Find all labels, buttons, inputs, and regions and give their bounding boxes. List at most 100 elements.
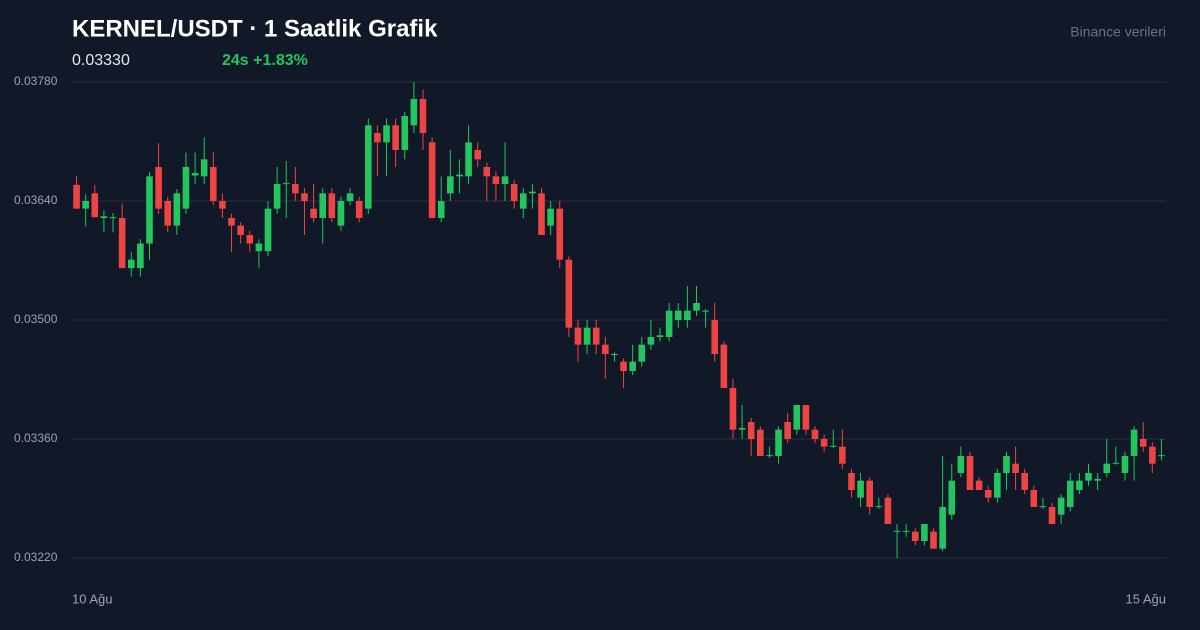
candle-body — [483, 167, 491, 177]
candle-body — [210, 167, 217, 201]
candle-body — [884, 497, 892, 524]
candle-body — [565, 259, 573, 328]
candle-body — [711, 320, 719, 354]
candle-body — [857, 480, 864, 498]
candle-body — [966, 456, 974, 490]
candle-body — [848, 473, 855, 490]
candle-body — [583, 327, 591, 345]
candle-body — [820, 439, 828, 447]
candle-body — [255, 243, 263, 252]
candle-body — [1121, 456, 1129, 473]
candle-body — [474, 150, 481, 160]
candle-body — [292, 184, 299, 194]
candle-body — [939, 507, 946, 549]
candle-body — [866, 480, 874, 507]
candle-body — [829, 445, 837, 447]
candle-body — [182, 167, 190, 209]
candle-body — [465, 142, 472, 177]
candle-body — [146, 176, 153, 244]
candle-body — [656, 335, 664, 337]
chart-title: KERNEL/USDT · 1 Saatlik Grafik — [72, 15, 438, 42]
candle-body — [428, 142, 436, 218]
candle-body — [839, 446, 846, 464]
candle-body — [1076, 480, 1083, 490]
candle-body — [665, 310, 673, 337]
candle-body — [346, 193, 354, 201]
candle-body — [173, 193, 181, 226]
candle-body — [538, 193, 545, 235]
candle-body — [547, 208, 554, 226]
candle-body — [702, 310, 709, 312]
candle-body — [757, 429, 764, 456]
candle-body — [164, 201, 172, 226]
candle-body — [1130, 429, 1138, 456]
candle-body — [310, 208, 317, 218]
candle-body — [738, 427, 746, 430]
candle-body — [1030, 490, 1038, 507]
candle-body — [592, 327, 600, 345]
candle-body — [355, 201, 363, 218]
candle-body — [383, 125, 390, 143]
candle-body — [984, 490, 992, 498]
candle-body — [155, 167, 162, 209]
candle-body — [437, 201, 445, 218]
candle-body — [456, 174, 463, 177]
candle-body — [364, 125, 372, 209]
candle-body — [975, 480, 983, 490]
candle-body — [784, 422, 791, 439]
candle-body — [647, 337, 655, 345]
candle-body — [1039, 506, 1047, 508]
x-tick-label: 15 Ağu — [1126, 591, 1167, 606]
candle-body — [392, 125, 399, 150]
source: Binance verileri — [1070, 24, 1166, 40]
candle-body — [82, 201, 89, 209]
candle-body — [629, 361, 636, 371]
candle-body — [137, 243, 144, 269]
candle-body — [902, 530, 910, 532]
candle-body — [766, 455, 773, 457]
candle-body — [337, 201, 345, 226]
y-tick-label: 0.03500 — [14, 312, 58, 326]
candle-body — [1149, 446, 1156, 464]
candle-body — [957, 456, 965, 473]
candle-body — [237, 225, 244, 235]
candle-body — [556, 208, 564, 260]
candle-body — [1085, 473, 1092, 481]
candle-body — [1057, 497, 1065, 515]
candle-body — [611, 354, 618, 355]
candle-body — [401, 116, 409, 150]
candle-body — [519, 193, 527, 209]
candle-body — [127, 259, 135, 269]
candle-body — [118, 218, 126, 269]
y-tick-label: 0.03640 — [14, 193, 58, 207]
candle-body — [893, 530, 901, 532]
candle-body — [228, 218, 235, 226]
candle-body — [191, 172, 199, 176]
candle-body — [91, 193, 99, 218]
candle-body — [793, 405, 801, 430]
candle-body — [246, 235, 254, 244]
candle-body — [447, 176, 454, 194]
candle-body — [1112, 462, 1120, 464]
candle-body — [510, 184, 518, 201]
candle-body — [674, 310, 682, 320]
candle-body — [1158, 455, 1165, 457]
y-tick-label: 0.03220 — [14, 550, 58, 564]
candle-body — [574, 327, 582, 345]
candle-body — [994, 473, 1001, 498]
candle-body — [328, 193, 336, 218]
candle-body — [501, 176, 509, 184]
candle-body — [720, 344, 728, 388]
candle-body — [301, 193, 308, 201]
candle-body — [264, 208, 272, 252]
candle-body — [811, 429, 819, 439]
candle-body — [319, 193, 327, 218]
candle-body — [100, 216, 108, 218]
candle-body — [73, 184, 80, 209]
candle-body — [1094, 478, 1101, 481]
candle-body — [1021, 473, 1028, 490]
candle-body — [1003, 456, 1010, 473]
candle-body — [1066, 480, 1074, 507]
candle-body — [620, 361, 627, 371]
